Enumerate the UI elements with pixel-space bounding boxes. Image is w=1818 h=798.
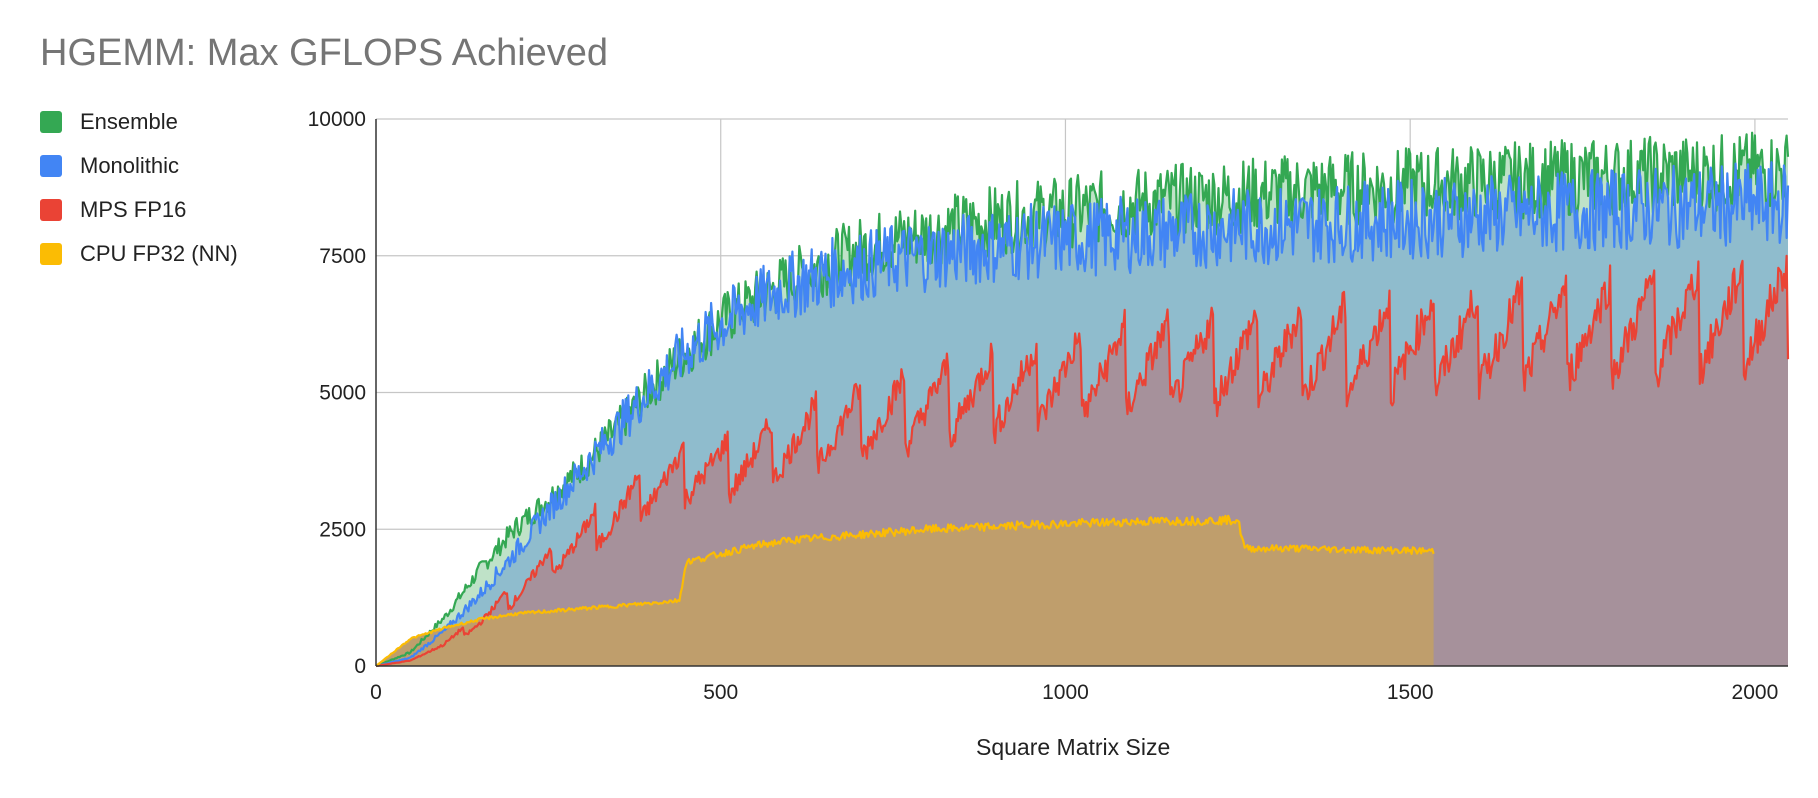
y-tick-label: 5000 (319, 382, 366, 405)
legend-label-ensemble: Ensemble (80, 109, 178, 134)
x-tick-label: 500 (703, 681, 738, 704)
legend-swatch-ensemble (40, 111, 62, 133)
x-tick-label: 0 (370, 681, 382, 704)
line-layer (375, 131, 1790, 668)
tick-label-layer: 0 2500 5000 7500 10000 0 500 1000 1500 2000 (308, 108, 1779, 704)
series-line-ensemble (375, 131, 1790, 668)
axis-layer (375, 119, 1788, 667)
y-tick-label: 0 (354, 655, 366, 678)
y-tick-label: 2500 (319, 518, 366, 541)
series-line-mps-fp16 (375, 254, 1790, 668)
legend-swatch-monolithic (40, 155, 62, 177)
legend-item-monolithic[interactable]: Monolithic (40, 144, 238, 188)
legend-item-cpu-fp32[interactable]: CPU FP32 (NN) (40, 232, 238, 276)
legend-item-mps-fp16[interactable]: MPS FP16 (40, 188, 238, 232)
y-tick-label: 7500 (319, 245, 366, 268)
y-tick-label: 10000 (308, 108, 366, 131)
area-layer (376, 132, 1788, 667)
x-tick-label: 1000 (1042, 681, 1089, 704)
x-tick-label: 1500 (1387, 681, 1434, 704)
legend: Ensemble Monolithic MPS FP16 CPU FP32 (N… (40, 100, 238, 276)
series-line-cpu-fp32-nn (375, 514, 1435, 667)
chart-title: HGEMM: Max GFLOPS Achieved (40, 32, 609, 74)
x-axis-title: Square Matrix Size (976, 734, 1171, 760)
legend-item-ensemble[interactable]: Ensemble (40, 100, 238, 144)
legend-swatch-mps-fp16 (40, 199, 62, 221)
legend-label-mps-fp16: MPS FP16 (80, 197, 187, 222)
legend-label-monolithic: Monolithic (80, 153, 180, 178)
legend-label-cpu-fp32: CPU FP32 (NN) (80, 241, 238, 266)
x-tick-label: 2000 (1732, 681, 1779, 704)
legend-swatch-cpu-fp32 (40, 243, 62, 265)
area-cpu-fp32-nn (376, 515, 1434, 666)
series-line-monolithic (375, 161, 1790, 668)
